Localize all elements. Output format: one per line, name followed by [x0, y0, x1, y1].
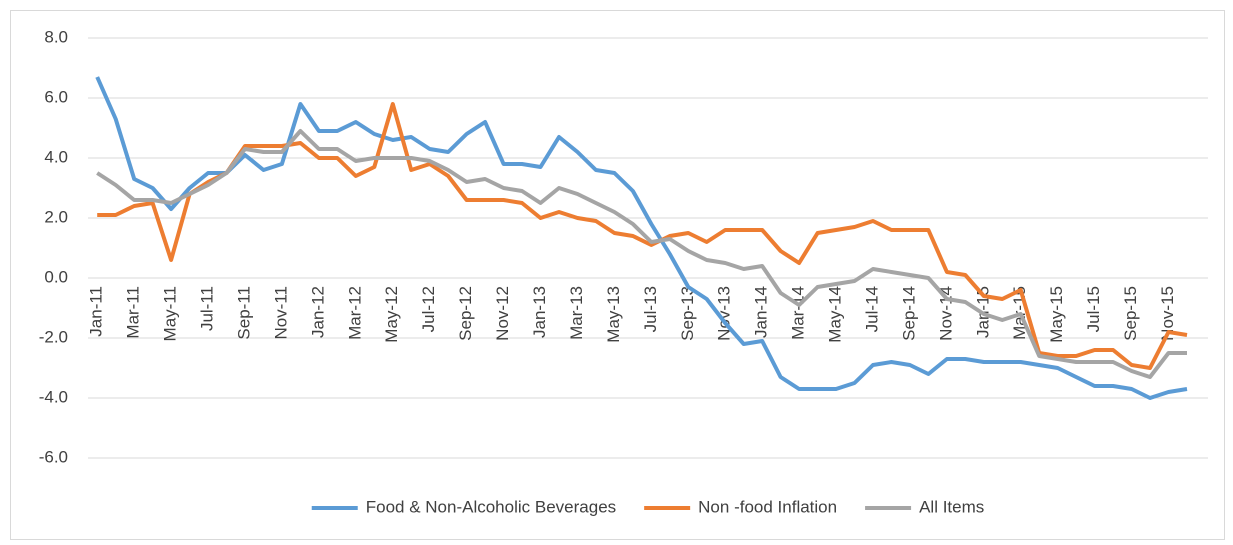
x-tick-label: May-11: [161, 286, 180, 341]
x-tick-label: May-12: [382, 286, 401, 343]
x-tick-label: May-15: [1047, 286, 1066, 343]
x-tick-label: Nov-14: [936, 286, 955, 341]
x-tick-label: Nov-11: [271, 286, 290, 340]
chart-frame: [10, 10, 1225, 540]
y-tick-label: 8.0: [44, 27, 68, 46]
series-line: [95, 76, 1188, 400]
x-tick-label: Mar-13: [567, 286, 586, 340]
legend-label: Non -food Inflation: [698, 497, 837, 516]
x-tick-label: Jan-12: [308, 286, 327, 338]
x-tick-label: Sep-15: [1121, 286, 1140, 341]
x-tick-label: Mar-12: [345, 286, 364, 340]
x-tick-label: Sep-11: [234, 286, 253, 340]
x-tick-label: Jul-14: [862, 286, 881, 332]
x-tick-label: Sep-14: [899, 286, 918, 341]
legend-label: All Items: [919, 497, 984, 516]
x-tick-label: Jan-11: [87, 286, 106, 337]
y-tick-label: -2.0: [39, 327, 68, 346]
x-tick-label: May-13: [604, 286, 623, 343]
x-tick-label: Jul-15: [1084, 286, 1103, 332]
x-tick-label: Mar-14: [789, 286, 808, 340]
y-tick-label: 0.0: [44, 267, 68, 286]
x-tick-label: Mar-11: [124, 286, 143, 339]
x-tick-label: Jul-11: [198, 286, 217, 331]
y-tick-label: 4.0: [44, 147, 68, 166]
series-line: [97, 102, 1188, 370]
x-tick-label: Nov-12: [493, 286, 512, 341]
x-tick-label: Sep-12: [456, 286, 475, 341]
y-tick-label: 2.0: [44, 207, 68, 226]
x-tick-label: Nov-15: [1158, 286, 1177, 341]
x-tick-label: Jan-14: [752, 286, 771, 338]
legend: Food & Non-Alcoholic Beverages Non -food …: [311, 497, 984, 516]
x-tick-label: Jul-13: [641, 286, 660, 332]
x-tick-label: Jan-13: [530, 286, 549, 338]
y-tick-label: -4.0: [39, 387, 68, 406]
x-tick-label: Sep-13: [678, 286, 697, 341]
legend-label: Food & Non-Alcoholic Beverages: [366, 497, 616, 516]
y-tick-label: 6.0: [44, 87, 68, 106]
x-tick-label: Jul-12: [419, 286, 438, 332]
x-tick-label: May-14: [826, 286, 845, 343]
series-line: [96, 129, 1187, 379]
y-tick-label: -6.0: [39, 447, 68, 466]
